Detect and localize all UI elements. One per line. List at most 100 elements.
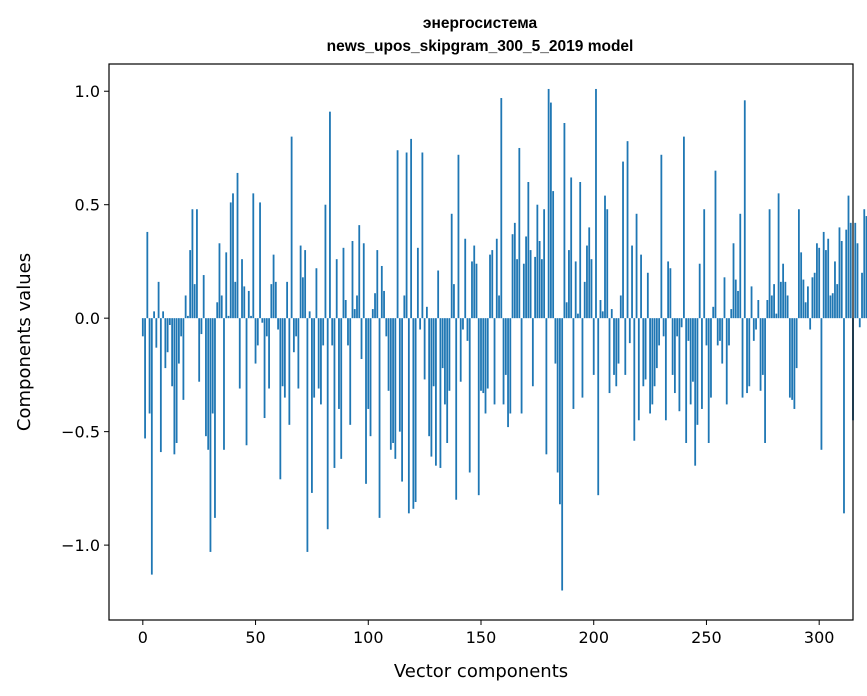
bar [791,318,794,400]
bar [295,318,298,337]
bar [507,318,509,428]
bar [520,318,523,414]
bar [531,318,534,387]
bar [171,318,174,387]
bar [797,209,800,319]
bar [407,318,410,514]
bar [315,268,318,319]
bar [581,318,584,398]
bar [238,318,241,389]
bar [220,295,223,319]
bar [730,309,733,319]
bar [739,213,742,319]
bar [712,306,715,319]
bar-series [141,88,867,591]
bar [369,318,372,437]
bar [385,318,388,337]
bar [613,318,615,375]
bar [292,318,295,353]
bar [662,318,665,337]
bar [538,241,541,319]
bar [489,254,491,319]
bar [446,318,449,443]
bar [597,318,600,496]
bar [615,318,618,387]
bar [270,284,273,319]
bar [640,254,642,319]
bar [464,238,467,319]
bar [863,209,866,319]
bar [317,318,320,389]
bar [419,318,422,330]
bar [604,195,606,319]
bar [509,318,512,414]
bar [493,318,496,405]
bar [324,204,327,319]
bar [843,318,845,514]
bar [455,318,458,500]
bar [209,318,212,552]
bar [807,286,809,319]
bar [540,259,543,319]
bar [432,318,435,387]
bar [527,182,530,319]
bar [365,318,367,484]
bar [649,318,651,414]
bar [554,318,557,364]
bar [338,318,340,409]
bar [371,309,374,319]
bar [498,295,500,319]
bar [191,209,194,319]
bar [570,177,573,319]
bar [480,318,482,391]
bar [157,281,160,319]
bar [847,195,850,319]
bar [274,281,277,319]
x-tick-label: 150 [466,628,497,647]
bar [279,318,282,480]
bar [462,318,464,330]
bar [444,318,446,405]
bar [342,247,345,319]
bar [405,152,408,319]
bar [516,259,518,319]
bar [635,213,638,319]
bar [552,191,555,319]
bar [549,102,552,319]
bar [184,295,187,319]
bar [822,231,825,319]
bar [218,243,221,319]
bar [748,318,751,387]
bar [484,318,487,414]
x-tick-label: 250 [691,628,722,647]
bar [367,318,370,409]
bar [622,161,624,319]
bar [734,279,737,319]
bar [831,293,834,319]
bar [518,147,521,319]
bar [225,252,228,319]
bar [689,318,692,405]
bar [694,318,697,466]
bar [311,318,313,493]
bar [572,318,575,409]
x-tick-label: 50 [245,628,265,647]
y-axis-label: Components values [14,253,35,431]
bar [459,318,462,382]
bar [259,202,261,319]
bar [148,318,151,414]
bar [495,238,498,319]
bar [529,250,532,319]
bar [525,236,527,319]
bar [606,209,609,319]
bar [214,318,216,518]
bar [392,318,394,443]
bar [660,154,663,319]
bar [306,318,309,552]
bar [175,318,178,443]
bar [416,247,419,319]
bar [360,318,363,360]
bar [759,318,762,391]
bar [579,182,582,319]
